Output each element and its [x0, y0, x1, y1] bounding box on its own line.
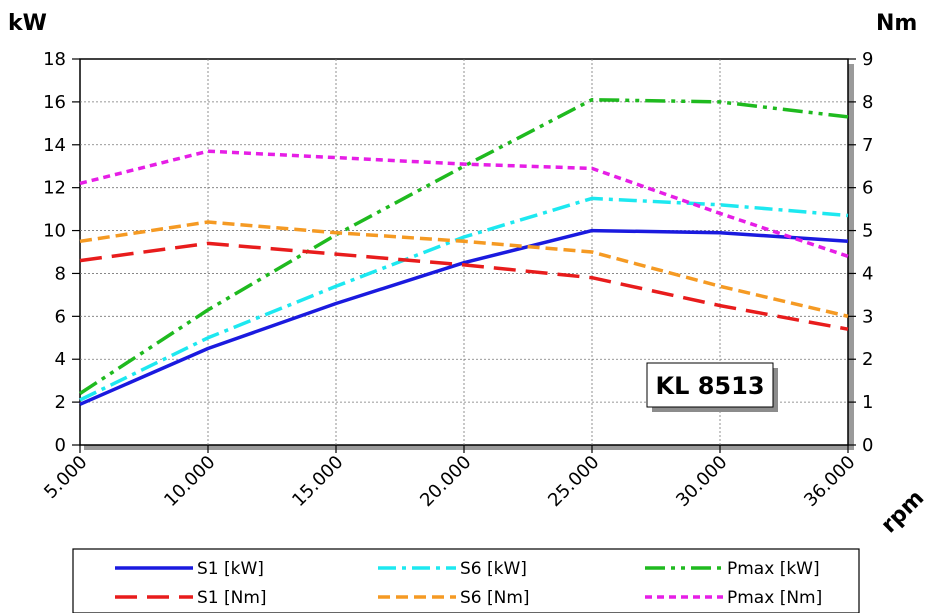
y-left-unit-label: kW: [8, 11, 47, 36]
legend-label: Pmax [kW]: [727, 559, 820, 579]
y-left-tick-label: 2: [55, 392, 66, 413]
x-ticks: 5.000 10.000 15.000 20.000 25.000 30.000 36.00…: [40, 445, 860, 511]
y-right-tick-label: 2: [862, 349, 873, 370]
series-line: [79, 220, 849, 319]
y-right-unit-label: Nm: [876, 11, 917, 36]
x-tick-label: 5.000: [40, 452, 91, 503]
model-label-box: KL 8513: [646, 362, 778, 412]
legend-label: S6 [Nm]: [460, 588, 530, 608]
y-right-tick-label: 8: [862, 92, 873, 113]
legend-label: S1 [kW]: [197, 559, 264, 579]
x-tick-label: 36.000: [800, 452, 859, 511]
y-right-tick-label: 9: [862, 49, 873, 70]
x-tick-label: 30.000: [672, 452, 731, 511]
y-right-tick-label: 6: [862, 178, 873, 199]
y-left-tick-label: 18: [43, 49, 66, 70]
series-line: [79, 196, 849, 402]
series-line: [79, 149, 849, 258]
y-left-tick-label: 4: [55, 349, 66, 370]
model-label: KL 8513: [655, 372, 764, 400]
series-line: [79, 241, 849, 331]
legend-label: S1 [Nm]: [197, 588, 267, 608]
y-right-tick-label: 4: [862, 263, 873, 284]
legend: S1 [kW] S6 [kW] Pmax [kW] S1 [Nm] S6 [Nm] Pma…: [72, 548, 860, 613]
legend-label: S6 [kW]: [460, 559, 527, 579]
y-left-tick-label: 0: [55, 435, 66, 456]
y-right-tick-label: 0: [862, 435, 873, 456]
y-left-tick-label: 10: [43, 221, 66, 242]
y-left-ticks: 0 2 4 6 8 10 12 14 16 18: [43, 49, 80, 456]
legend-label: Pmax [Nm]: [727, 588, 822, 608]
y-right-tick-label: 1: [862, 392, 873, 413]
series-line: [79, 97, 849, 395]
y-right-tick-label: 5: [862, 221, 873, 242]
y-left-tick-label: 14: [43, 135, 66, 156]
y-right-ticks: 0 1 2 3 4 5 6 7 8 9: [848, 49, 873, 456]
y-right-tick-label: 3: [862, 306, 873, 327]
x-tick-label: 20.000: [416, 452, 475, 511]
series-lines: [79, 97, 849, 406]
y-right-tick-label: 7: [862, 135, 873, 156]
y-left-tick-label: 6: [55, 306, 66, 327]
y-left-tick-label: 8: [55, 263, 66, 284]
x-tick-label: 15.000: [288, 452, 347, 511]
x-unit-label: rpm: [877, 486, 930, 539]
y-left-tick-label: 12: [43, 178, 66, 199]
x-tick-label: 10.000: [160, 452, 219, 511]
y-left-tick-label: 16: [43, 92, 66, 113]
x-tick-label: 25.000: [544, 452, 603, 511]
grid-lines: [80, 59, 848, 445]
series-line: [79, 228, 849, 406]
